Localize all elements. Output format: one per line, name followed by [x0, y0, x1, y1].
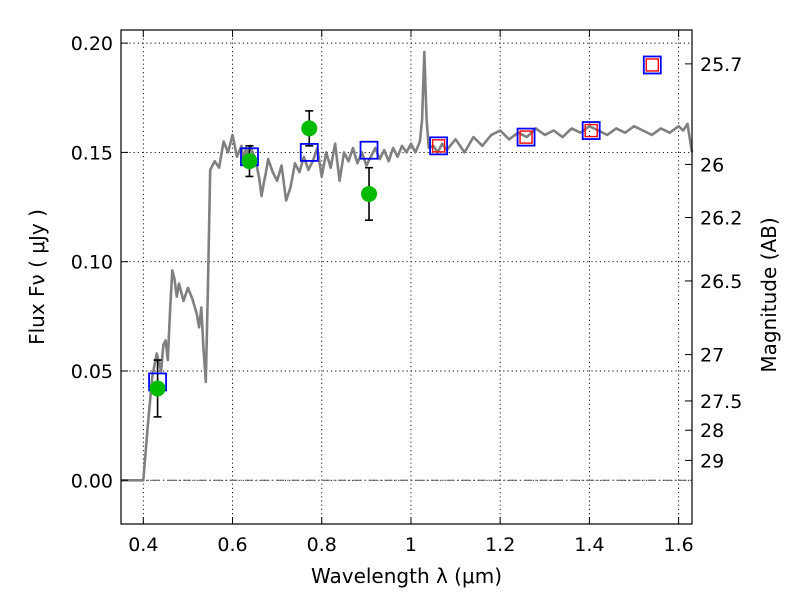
model-spectrum-line — [121, 50, 694, 482]
model-photometry-square — [516, 127, 536, 147]
right-tick-label: 26.2 — [700, 208, 742, 230]
model-photometry-inner-square — [584, 123, 598, 138]
model-photometry-square — [581, 121, 601, 140]
observed-flux-point — [149, 380, 166, 397]
x-tick-label: 1.4 — [574, 534, 604, 556]
x-tick-label: 0.4 — [128, 534, 158, 556]
observed-flux-point — [301, 120, 318, 137]
y-tick-label: 0.10 — [71, 252, 113, 274]
right-tick-label: 27.5 — [700, 391, 742, 413]
model-photometry-square — [642, 55, 662, 75]
right-tick-label: 29 — [700, 450, 724, 472]
markers — [148, 55, 662, 418]
right-axis-label: Magnitude (AB) — [757, 217, 781, 372]
y-tick-label: 0.15 — [71, 142, 113, 164]
model-photometry-square — [429, 136, 449, 156]
model-photometry-inner-square — [645, 58, 659, 72]
x-tick-label: 1 — [405, 534, 417, 556]
y-axis-label: Flux Fν ( μJy ) — [25, 209, 49, 345]
x-tick-label: 1.6 — [664, 534, 694, 556]
model-photometry-inner-square — [519, 130, 533, 144]
right-tick-label: 26.5 — [700, 271, 742, 293]
right-tick-label: 28 — [700, 420, 724, 442]
right-tick-label: 25.7 — [700, 54, 742, 76]
model-photometry-square — [299, 143, 319, 162]
model-photometry-square — [359, 140, 379, 160]
right-tick-label: 27 — [700, 345, 724, 367]
y-tick-label: 0.00 — [71, 470, 113, 492]
y-tick-label: 0.05 — [71, 361, 113, 383]
model-photometry-inner-square — [431, 139, 446, 153]
axis-ticks: 0.4 0.6 0.8 1 1.2 1.4 1.6 0.00 0.05 0.10 0.15 0.20 2… — [71, 30, 742, 556]
x-tick-label: 0.8 — [307, 534, 337, 556]
x-tick-label: 1.2 — [485, 534, 515, 556]
y-tick-label: 0.20 — [71, 33, 113, 55]
plot-frame — [120, 29, 693, 525]
right-tick-label: 26 — [700, 154, 724, 176]
observed-flux-point — [361, 185, 378, 202]
x-tick-label: 0.6 — [217, 534, 247, 556]
observed-flux-point — [241, 153, 258, 170]
grid — [121, 30, 692, 524]
x-axis-label: Wavelength λ (μm) — [311, 564, 502, 588]
